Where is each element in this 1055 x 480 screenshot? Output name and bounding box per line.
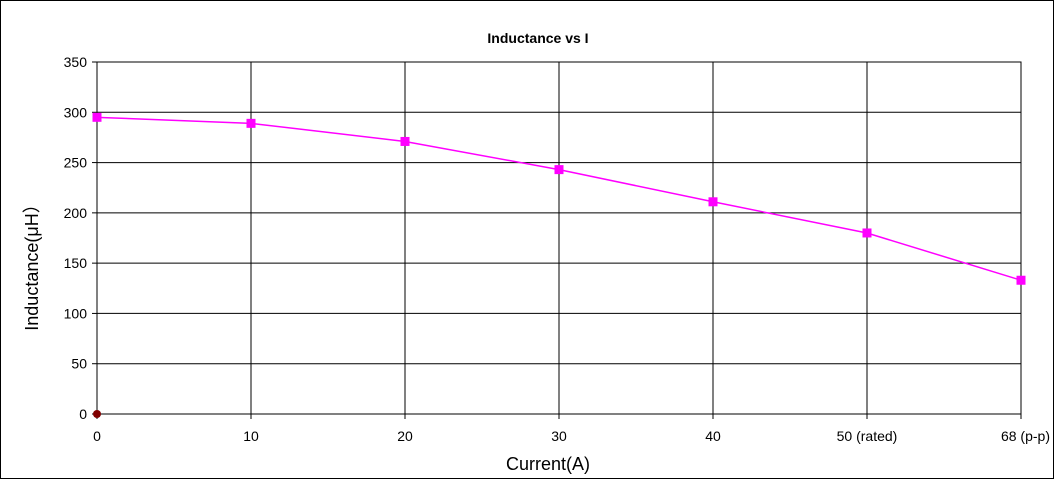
x-tick-label: 30 [551, 428, 567, 444]
x-tick-label: 0 [93, 428, 101, 444]
y-tick-label: 100 [64, 305, 88, 321]
data-point [554, 165, 564, 175]
x-tick-label: 68 (p-p) [1001, 428, 1050, 444]
data-point [93, 410, 101, 418]
y-tick-label: 200 [64, 205, 88, 221]
data-point [400, 136, 410, 146]
data-point [708, 197, 718, 207]
x-tick-label: 10 [243, 428, 259, 444]
y-tick-label: 300 [64, 104, 88, 120]
data-point [862, 228, 872, 238]
x-axis-label: Current(A) [506, 454, 590, 474]
chart-title: Inductance vs I [487, 30, 588, 46]
y-axis-label: Inductance(μH） [22, 195, 42, 330]
data-point [246, 118, 256, 128]
plot-frame [96, 61, 1022, 415]
y-tick-label: 0 [79, 406, 87, 422]
x-tick-label: 20 [397, 428, 413, 444]
x-tick-label: 50 (rated) [837, 428, 898, 444]
y-tick-label: 150 [64, 255, 88, 271]
y-tick-label: 50 [71, 356, 87, 372]
plot-area: 0 50 100 150 200 250 300 350 0 10 20 30 40 50 (rated)… [64, 54, 1050, 444]
y-tick-label: 250 [64, 155, 88, 171]
data-point [92, 112, 102, 122]
y-tick-label: 350 [64, 54, 88, 70]
x-tick-label: 40 [705, 428, 721, 444]
data-point [1016, 275, 1026, 285]
